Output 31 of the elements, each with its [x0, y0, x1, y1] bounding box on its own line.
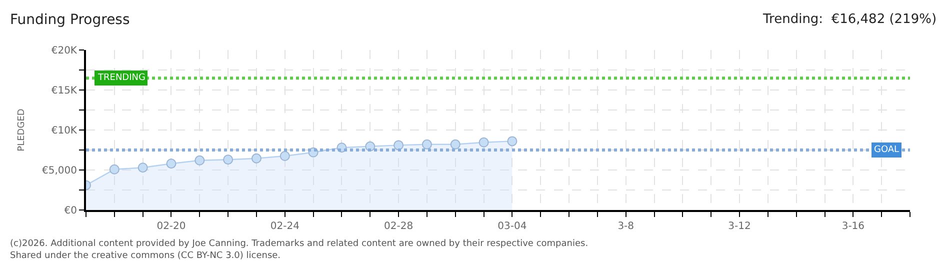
point — [422, 139, 432, 150]
point — [450, 139, 460, 150]
point — [507, 136, 518, 146]
point — [251, 153, 262, 164]
ref-line-label: GOAL — [874, 145, 900, 155]
y-axis-title: PLEDGED — [16, 108, 27, 152]
y-tick-label: €20K — [51, 46, 78, 56]
text: Shared under the creative commons (CC BY-NC 3.0) license. — [10, 251, 281, 261]
y-tick-label: €0 — [64, 206, 77, 216]
point — [223, 154, 234, 165]
x-tick-label: 3-16 — [842, 221, 865, 232]
point — [166, 158, 176, 169]
x-tick-label: 02-28 — [384, 221, 414, 232]
ref-line-label: TRENDING — [97, 73, 146, 83]
x-tick-label: 02-20 — [156, 221, 186, 232]
x-tick-label: 03-04 — [498, 221, 527, 232]
text: (c)2026. Additional content provided by Joe Canning. Trademarks and related content are owned by their respective companies. — [10, 239, 588, 249]
x-tick-label: 02-24 — [270, 221, 300, 232]
x-tick-label: 3-12 — [728, 221, 751, 232]
chart-subtitle: Trending: €16,482 (219%) — [762, 12, 937, 27]
y-tick-label: €15K — [51, 86, 78, 96]
point — [194, 155, 205, 166]
point — [394, 140, 404, 150]
x-tick-label: 3-8 — [618, 221, 634, 232]
y-tick-label: €5,000 — [42, 166, 77, 176]
chart-title: Funding Progress — [10, 12, 130, 28]
point — [138, 162, 148, 173]
point — [478, 137, 489, 148]
point — [109, 164, 120, 174]
y-tick-label: €10K — [51, 126, 78, 136]
point — [280, 151, 290, 161]
